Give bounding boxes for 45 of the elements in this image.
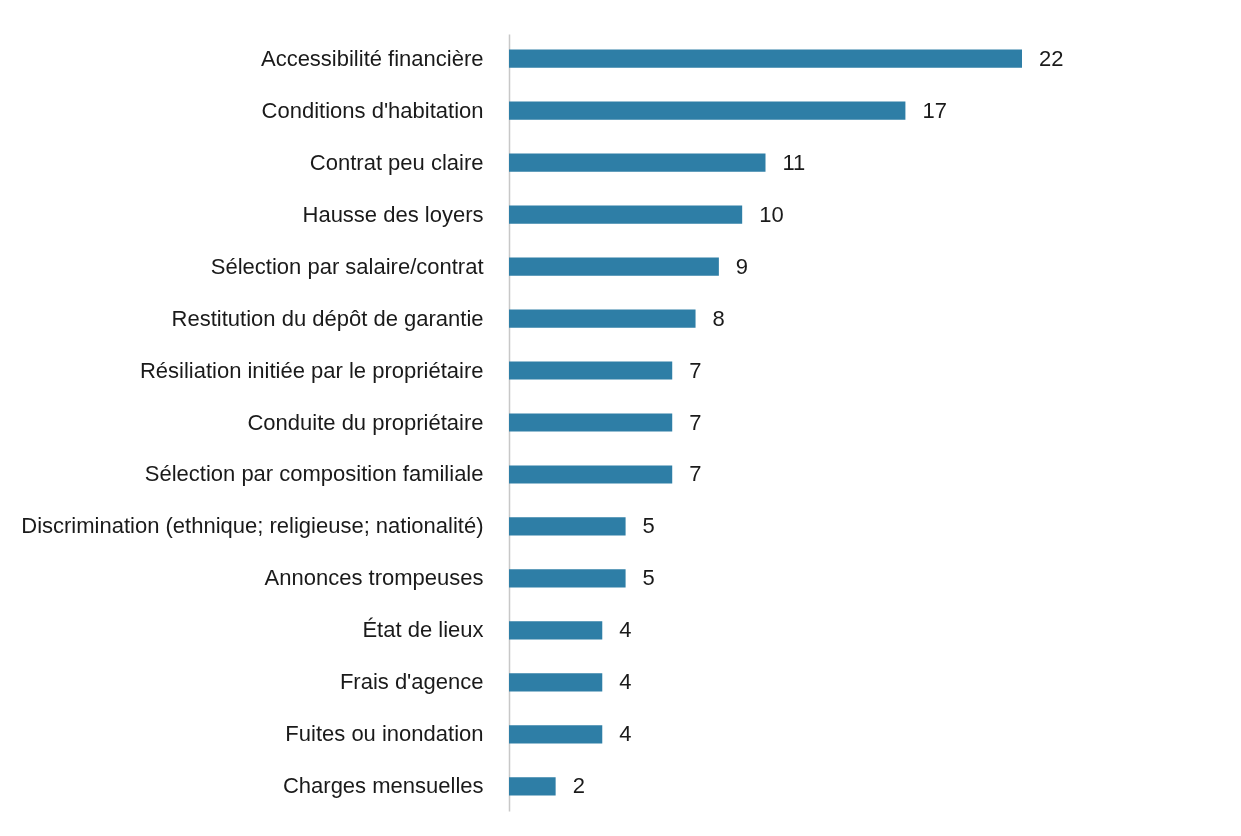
bar	[509, 205, 743, 224]
data-label: 5	[642, 513, 655, 539]
y-tick-label: Restitution du dépôt de garantie	[171, 305, 484, 331]
bar	[509, 673, 603, 692]
bar	[509, 777, 556, 796]
y-tick-label: Discrimination (ethnique; religieuse; nationalité)	[21, 513, 484, 539]
y-tick-label: Sélection par composition familiale	[144, 461, 484, 487]
data-label: 4	[619, 721, 632, 747]
bar	[509, 153, 766, 172]
bar	[509, 101, 906, 120]
y-tick-label: Annonces trompeuses	[264, 565, 484, 591]
data-label: 11	[782, 149, 806, 175]
y-tick-label: Accessibilité financière	[260, 45, 484, 71]
bar	[509, 465, 673, 484]
y-tick-label: Sélection par salaire/contrat	[210, 253, 484, 279]
bar	[509, 725, 603, 744]
y-tick-label: Hausse des loyers	[302, 201, 484, 227]
y-tick-label: Conditions d'habitation	[261, 97, 484, 123]
data-label: 8	[712, 305, 725, 331]
y-tick-label: Frais d'agence	[339, 669, 484, 695]
y-tick-label: Conduite du propriétaire	[247, 409, 484, 435]
data-label: 7	[689, 409, 702, 435]
y-tick-label: Charges mensuelles	[282, 773, 484, 799]
data-label: 7	[689, 461, 702, 487]
bar	[509, 309, 696, 328]
bar	[509, 413, 673, 432]
data-label: 22	[1039, 45, 1064, 71]
data-label: 4	[619, 617, 632, 643]
y-tick-label: Fuites ou inondation	[285, 721, 484, 747]
bar	[509, 569, 626, 588]
bar	[509, 621, 603, 640]
y-tick-label: État de lieux	[362, 617, 484, 643]
data-label: 17	[922, 97, 947, 123]
bar	[509, 49, 1022, 68]
bar	[509, 257, 719, 276]
data-label: 7	[689, 357, 702, 383]
data-label: 9	[735, 253, 749, 279]
y-tick-label: Contrat peu claire	[309, 149, 484, 175]
data-label: 5	[642, 565, 655, 591]
bar	[509, 517, 626, 536]
y-tick-label: Résiliation initiée par le propriétaire	[139, 357, 484, 383]
data-label: 4	[619, 669, 632, 695]
bar	[509, 361, 673, 380]
data-label: 2	[572, 773, 585, 799]
data-label: 10	[759, 201, 784, 227]
